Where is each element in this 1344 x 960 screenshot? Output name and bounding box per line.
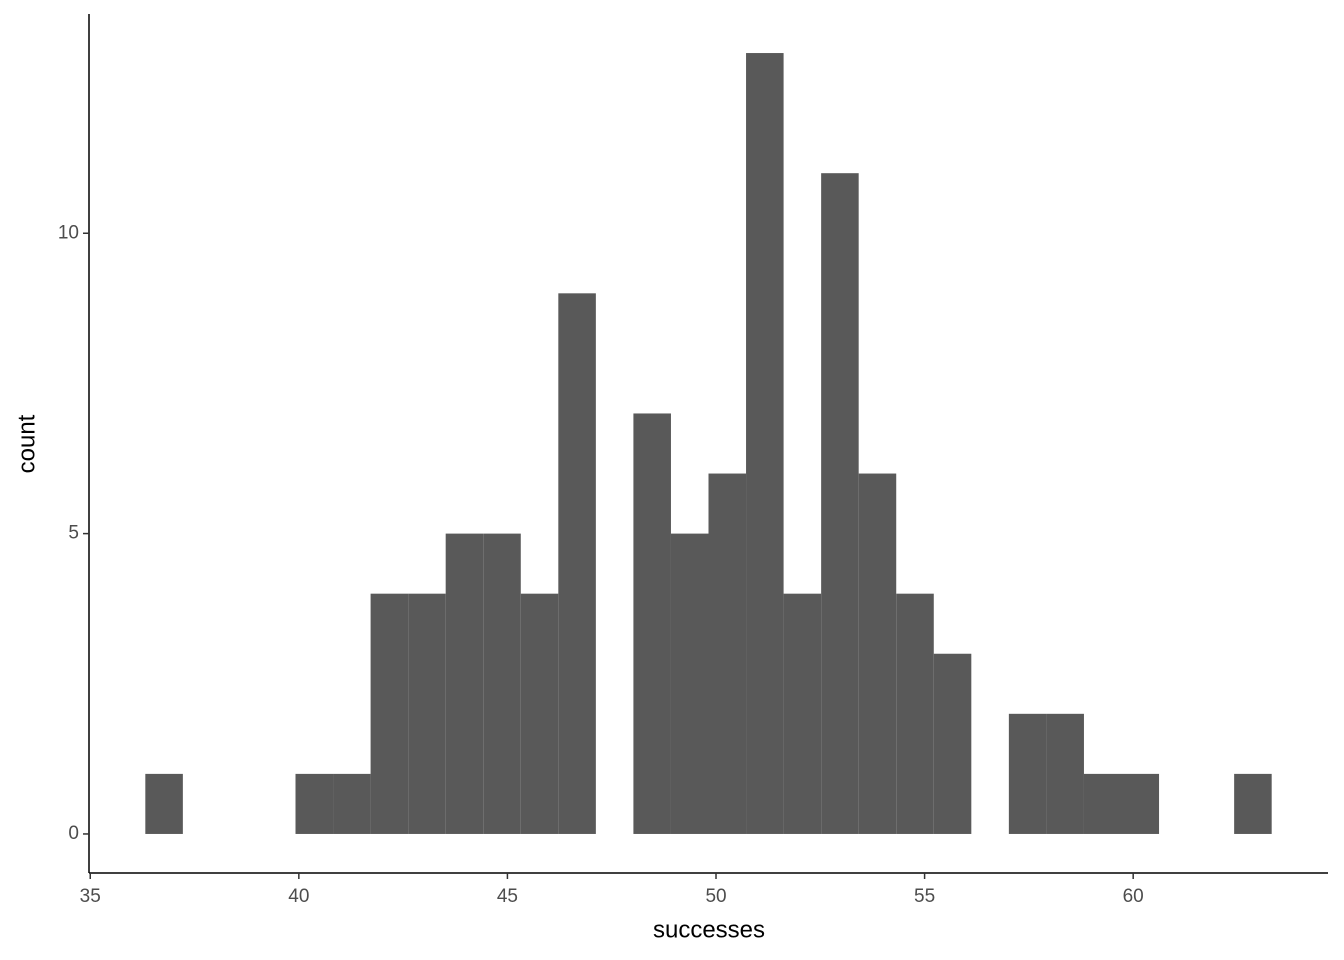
bar — [145, 773, 183, 834]
bar — [445, 533, 484, 834]
x-tick-label: 60 — [1123, 886, 1144, 907]
x-axis-title: successes — [653, 916, 765, 943]
bar — [1083, 773, 1122, 834]
bar — [1046, 713, 1084, 834]
bar — [1121, 773, 1160, 834]
x-tick-label: 50 — [705, 886, 726, 907]
bar — [333, 773, 371, 834]
bar — [520, 593, 559, 834]
bar — [370, 593, 409, 834]
bar — [670, 533, 709, 834]
x-tick-label: 40 — [288, 886, 309, 907]
bar — [933, 653, 972, 834]
y-tick-label: 10 — [58, 222, 79, 243]
x-tick-label: 45 — [497, 886, 518, 907]
x-tick-label: 35 — [80, 886, 101, 907]
y-tick-label: 5 — [68, 523, 79, 544]
x-tick-label: 55 — [914, 886, 935, 907]
bar — [1008, 713, 1047, 834]
bar — [858, 473, 897, 834]
y-tick-label: 0 — [68, 823, 79, 844]
bar — [746, 53, 784, 834]
bar — [558, 293, 596, 834]
bar — [408, 593, 446, 834]
bar — [821, 173, 859, 834]
bar — [295, 773, 334, 834]
bar — [783, 593, 822, 834]
bar — [896, 593, 934, 834]
bar — [483, 533, 521, 834]
bar — [1234, 773, 1272, 834]
bar — [708, 473, 747, 834]
y-axis-title: count — [13, 414, 40, 473]
bar — [633, 413, 671, 834]
